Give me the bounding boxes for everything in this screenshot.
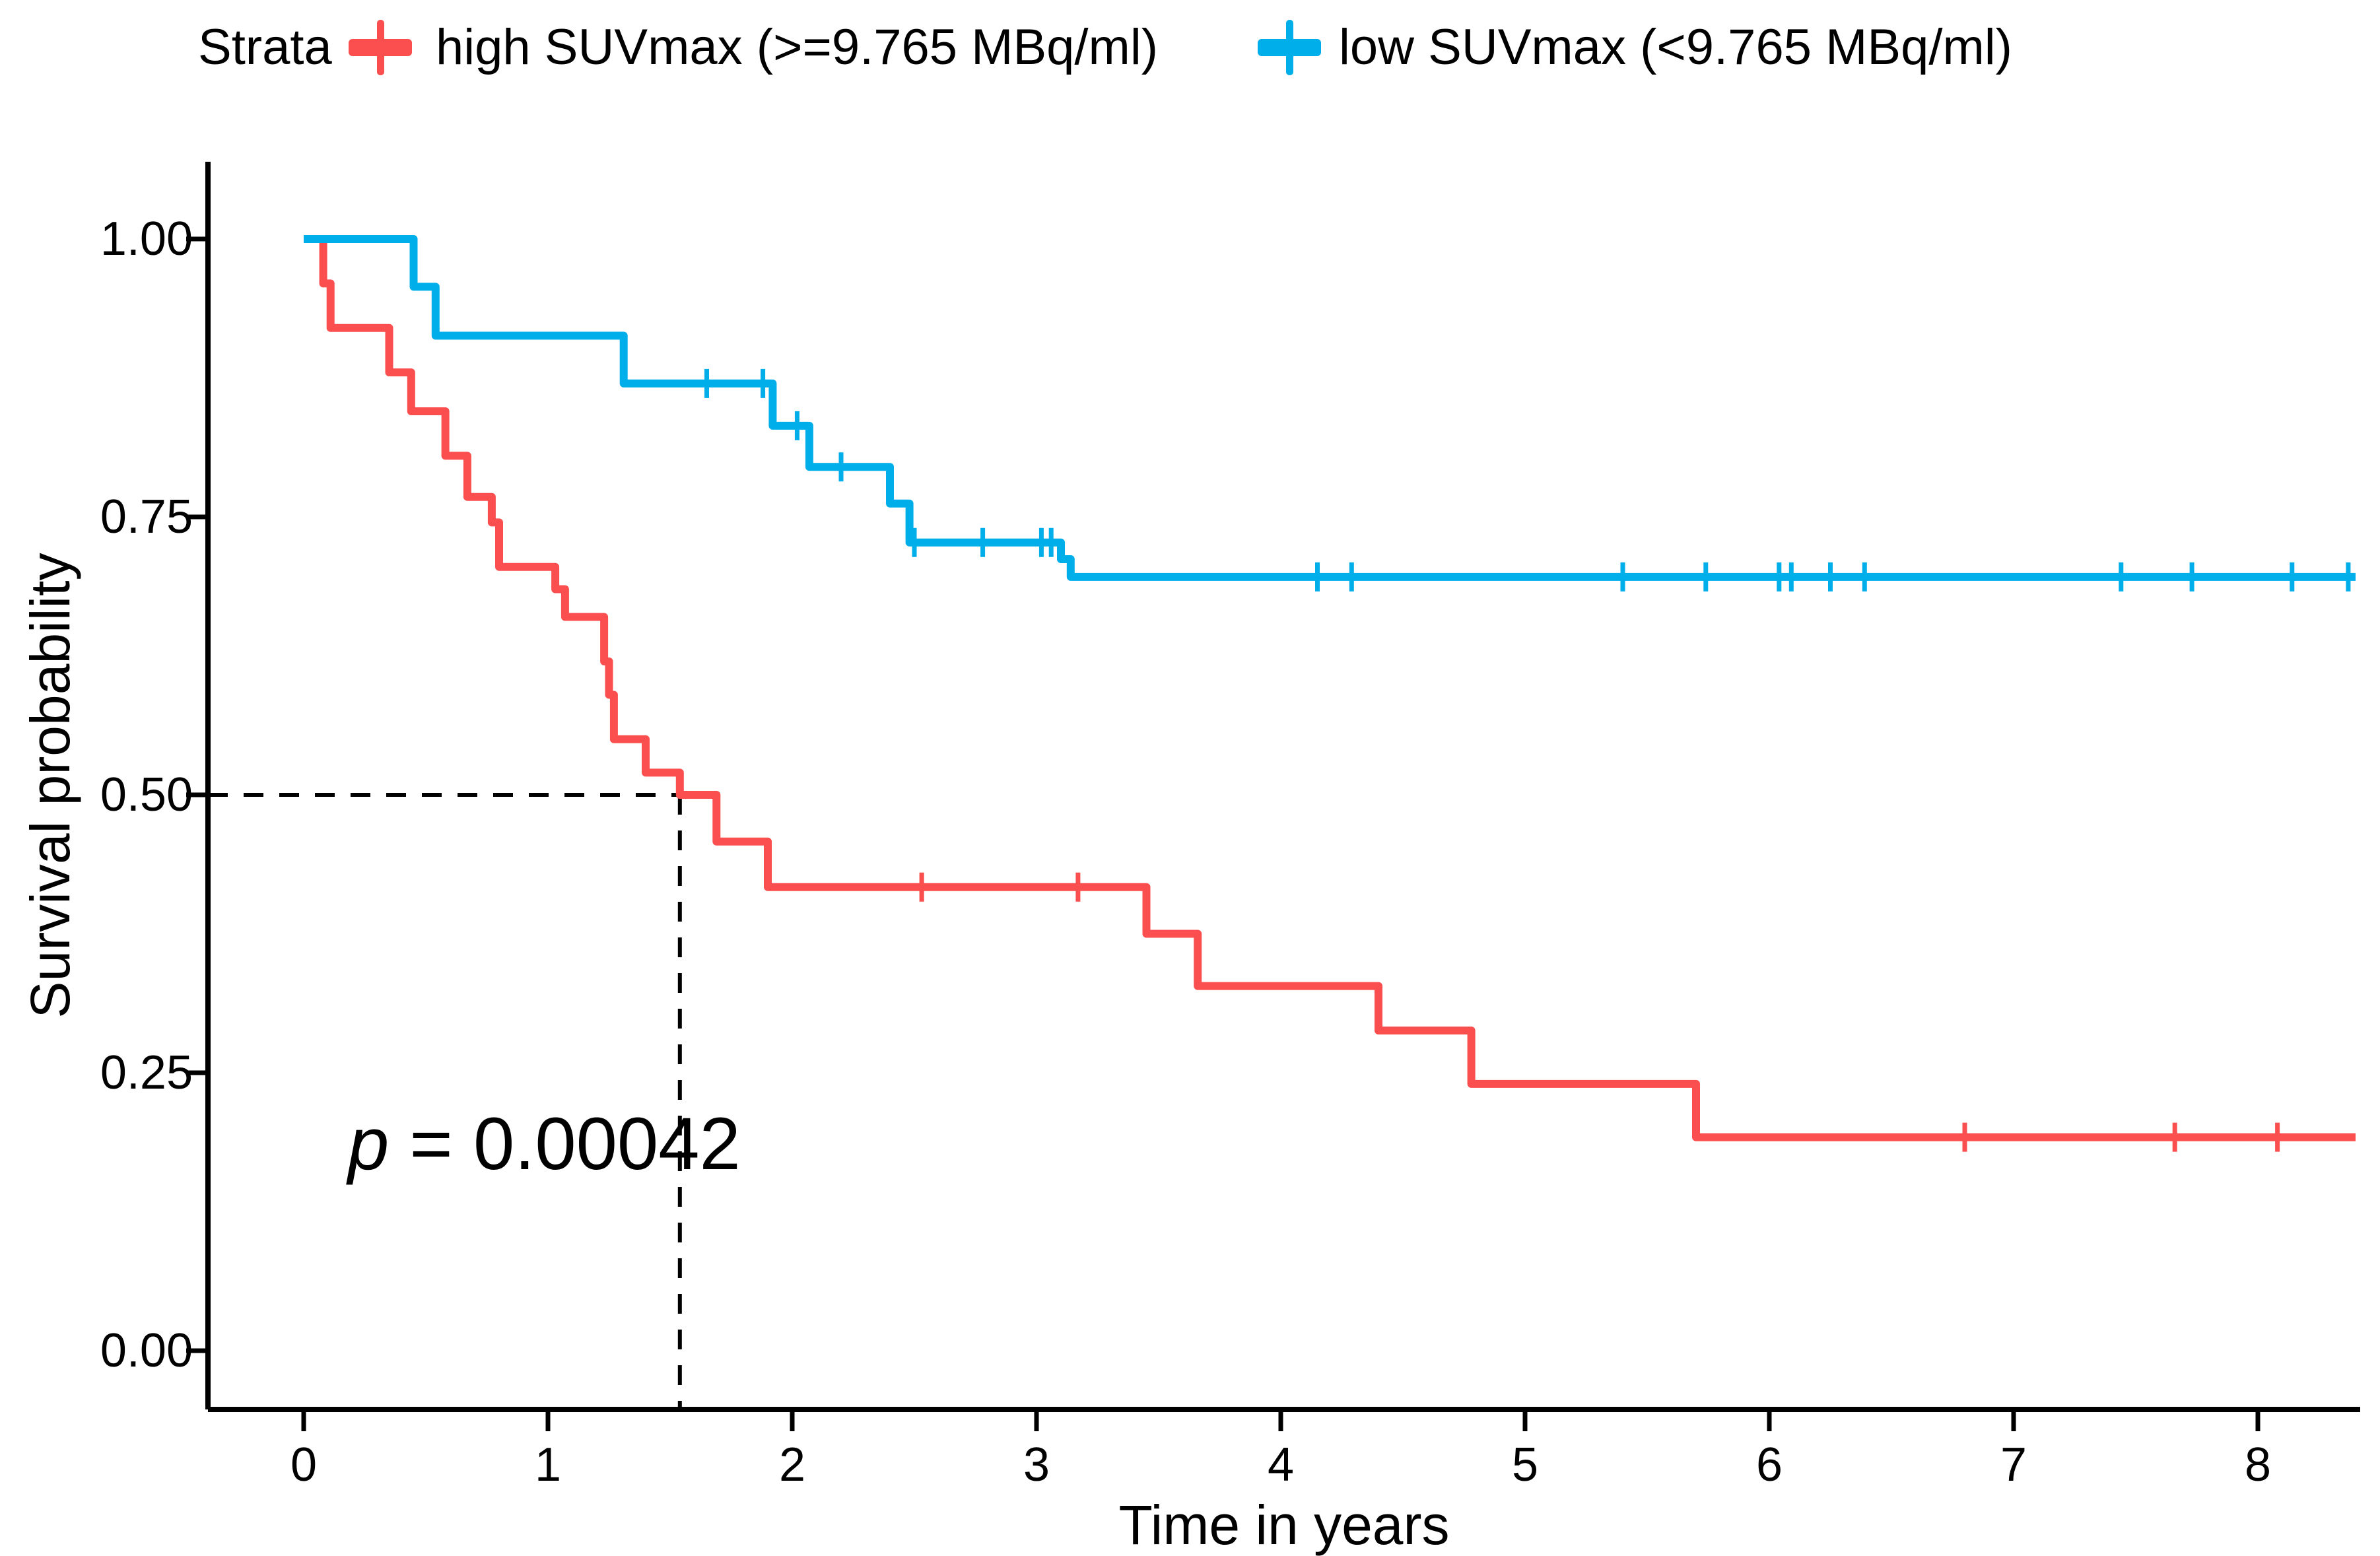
- pvalue-annotation: p = 0.00042: [348, 1101, 741, 1186]
- y-tick-label: 0.75: [100, 490, 193, 543]
- x-tick-label: 0: [290, 1438, 318, 1491]
- x-axis-title: Time in years: [1118, 1494, 1450, 1556]
- x-tick-label: 5: [1511, 1438, 1539, 1491]
- legend-key-low-icon: [1258, 18, 1321, 77]
- pvalue-text: = 0.00042: [389, 1102, 741, 1185]
- survival-curve-low: [304, 235, 2356, 581]
- legend-key-high-icon: [349, 18, 412, 77]
- y-axis-title: Survival probability: [19, 553, 81, 1019]
- x-tick-label: 8: [2244, 1438, 2272, 1491]
- plus-icon: [1286, 20, 1293, 75]
- survival-curve-high: [304, 235, 2356, 1141]
- y-tick-label: 0.00: [100, 1324, 193, 1377]
- x-tick-label: 4: [1267, 1438, 1295, 1491]
- legend-label-high: high SUVmax (>=9.765 MBq/ml): [436, 19, 1159, 75]
- x-tick-label: 2: [778, 1438, 806, 1491]
- plus-icon: [377, 20, 384, 75]
- x-tick-label: 6: [1755, 1438, 1783, 1491]
- legend-title: Strata: [198, 19, 332, 75]
- y-tick-label: 0.50: [100, 768, 193, 821]
- legend-label-low: low SUVmax (<9.765 MBq/ml): [1339, 19, 2012, 75]
- y-tick-label: 1.00: [100, 213, 193, 265]
- pvalue-symbol: p: [348, 1102, 390, 1185]
- x-tick-label: 1: [534, 1438, 562, 1491]
- y-tick-label: 0.25: [100, 1046, 193, 1099]
- x-tick-label: 3: [1023, 1438, 1050, 1491]
- x-tick-label: 7: [2000, 1438, 2027, 1491]
